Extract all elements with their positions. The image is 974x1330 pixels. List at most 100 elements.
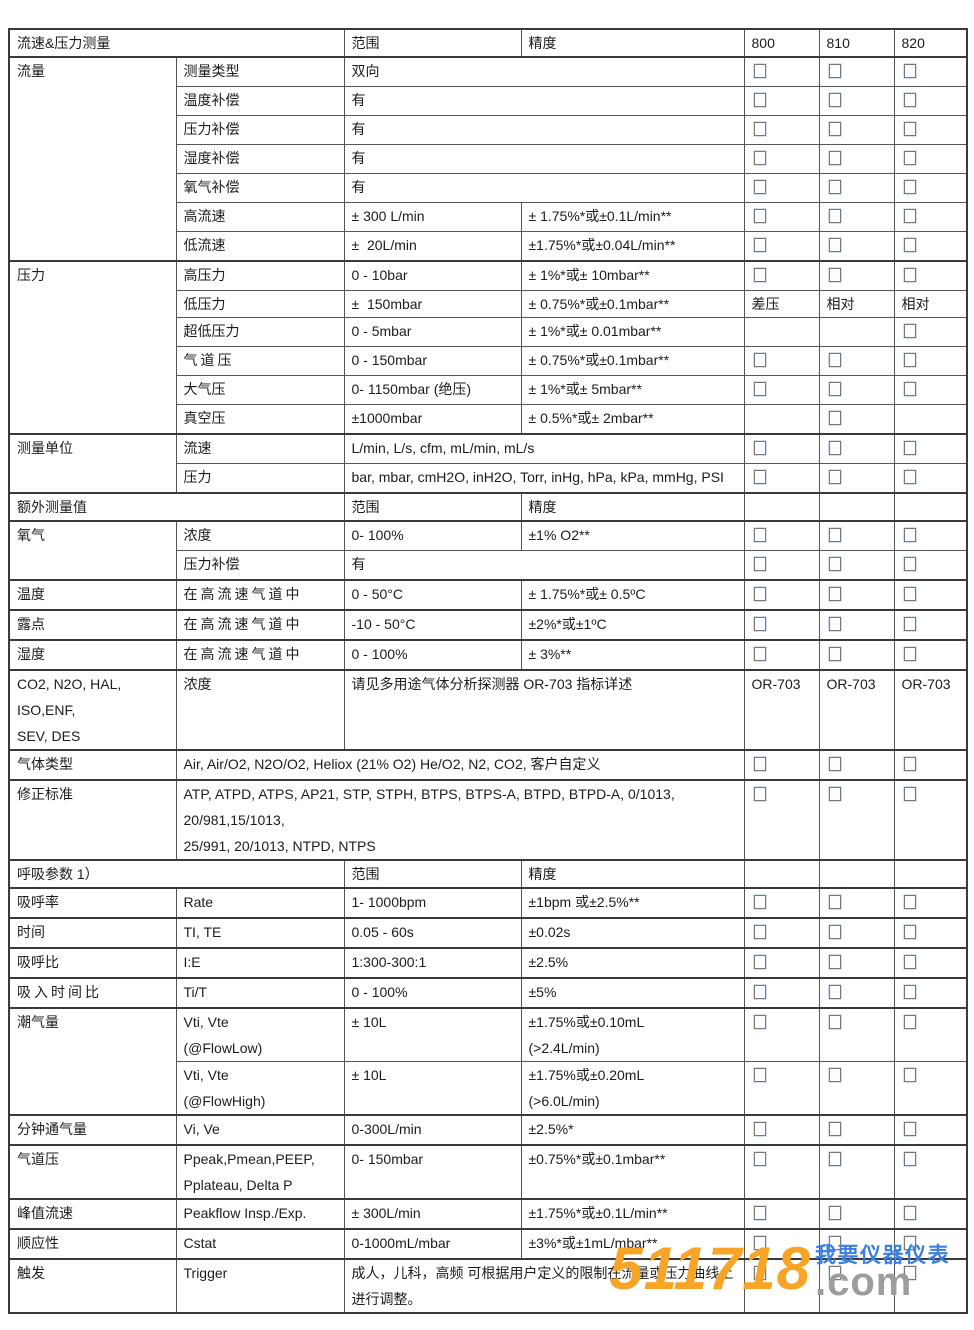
- spec-cell: OR-703: [743, 669, 820, 751]
- cell-text: 1:300-300:1: [351, 954, 427, 970]
- cell-text: 0 - 100%: [351, 984, 408, 1000]
- cell-text: 潮气量: [17, 1014, 59, 1030]
- cell-text: OR-703: [901, 676, 951, 692]
- model-checkbox-cell: [893, 115, 968, 145]
- checkbox-icon: [828, 557, 841, 571]
- checkbox-icon: [903, 787, 916, 801]
- table-row: 氧气补偿 有: [9, 173, 968, 203]
- spec-cell: 1- 1000bpm: [343, 887, 522, 919]
- model-checkbox-cell: [743, 173, 820, 203]
- cell-text: 压力: [183, 469, 212, 485]
- spec-cell: 0 - 100%: [343, 977, 522, 1009]
- cell-text: bar, mbar, cmH2O, inH2O, Torr, inHg, hPa…: [351, 469, 724, 485]
- cell-text: 有: [351, 556, 366, 572]
- spec-cell: 精度: [520, 28, 745, 58]
- model-checkbox-cell: [818, 375, 895, 405]
- cell-text: Vti, Vte (@FlowLow): [183, 1014, 263, 1056]
- model-checkbox-cell: [743, 115, 820, 145]
- model-checkbox-cell: [818, 1258, 895, 1314]
- table-row: 呼吸参数 1） 范围 精度: [8, 859, 968, 889]
- cell-text: 时间: [17, 924, 45, 940]
- spec-cell: 超低压力: [175, 317, 345, 347]
- spec-cell: ±1.75%*或±0.1L/min**: [520, 1198, 745, 1230]
- cell-text: ± 20L/min: [351, 237, 417, 253]
- cell-text: 真空压: [183, 410, 226, 426]
- model-checkbox-cell: [743, 579, 820, 611]
- model-checkbox-cell: [818, 1144, 895, 1200]
- cell-text: ±1.75%*或±0.1L/min**: [528, 1205, 668, 1221]
- spec-cell: 压力: [175, 463, 345, 494]
- spec-cell: 0.05 - 60s: [343, 917, 522, 949]
- cell-text: L/min, L/s, cfm, mL/min, mL/s: [351, 440, 535, 456]
- cell-text: 相对: [826, 296, 855, 312]
- spec-table: 流速&压力测量 范围 精度 800 810 820 流量 测量类型 双向 温度补偿有压力补偿有湿度…: [8, 28, 968, 1314]
- cell-text: 范围: [351, 866, 380, 882]
- checkbox-icon: [903, 441, 916, 455]
- spec-cell: ± 0.5%*或± 2mbar**: [520, 404, 745, 435]
- cell-text: Cstat: [183, 1235, 217, 1251]
- model-checkbox-cell: [743, 1258, 820, 1314]
- cell-text: 在高流速气道中: [183, 616, 303, 632]
- table-row: 温度 在高流速气道中 0 - 50°C ± 1.75%*或± 0.5ºC: [8, 579, 968, 611]
- table-row: 真空压 ±1000mbar ± 0.5%*或± 2mbar**: [9, 404, 968, 435]
- checkbox-icon: [903, 528, 916, 542]
- cell-text: 差压: [751, 296, 780, 312]
- cell-text: 修正标准: [17, 786, 73, 802]
- cell-text: 成人，儿科，高频 可根据用户定义的限制在流量或压力曲线上 进行调整。: [351, 1265, 734, 1307]
- cell-text: 露点: [17, 616, 45, 632]
- cell-text: CO2, N2O, HAL, ISO,ENF, SEV, DES: [17, 676, 122, 744]
- cell-text: 呼吸参数 1）: [17, 866, 99, 882]
- spec-cell: [818, 317, 895, 347]
- table-row: 压力补偿 有: [9, 550, 968, 581]
- cell-text: 压力补偿: [183, 556, 240, 572]
- cell-text: ± 1%*或± 5mbar**: [528, 381, 642, 397]
- spec-cell: L/min, L/s, cfm, mL/min, mL/s: [343, 433, 745, 464]
- checkbox-icon: [828, 93, 841, 107]
- spec-cell: 额外测量值: [8, 492, 345, 522]
- cell-text: 浓度: [183, 527, 212, 543]
- cell-text: 有: [351, 92, 366, 108]
- spec-cell: ± 1.75%*或± 0.5ºC: [520, 579, 745, 611]
- cell-text: ±0.02s: [528, 924, 571, 940]
- checkbox-icon: [753, 925, 766, 939]
- cell-text: 流速: [183, 440, 212, 456]
- checkbox-icon: [903, 557, 916, 571]
- checkbox-icon: [828, 64, 841, 78]
- table-row: 吸入时间比 Ti/T 0 - 100% ±5%: [8, 977, 968, 1009]
- checkbox-icon: [753, 441, 766, 455]
- checkbox-icon: [903, 353, 916, 367]
- logo-right-block: 我要仪器仪表 .com: [815, 1244, 950, 1302]
- checkbox-icon: [828, 955, 841, 969]
- spec-cell: 范围: [343, 28, 522, 58]
- checkbox-icon: [753, 955, 766, 969]
- cell-text: ± 0.5%*或± 2mbar**: [528, 410, 654, 426]
- spec-cell: 压力补偿: [175, 550, 345, 581]
- model-checkbox-cell: [893, 346, 968, 376]
- checkbox-icon: [903, 470, 916, 484]
- cell-text: OR-703: [826, 676, 876, 692]
- checkbox-icon: [753, 617, 766, 631]
- spec-cell: ±1.75%或±0.10mL (>2.4L/min): [520, 1007, 745, 1062]
- cell-text: 0 - 150mbar: [351, 352, 427, 368]
- spec-cell: 范围: [343, 492, 522, 522]
- cell-text: ±1.75%或±0.10mL (>2.4L/min): [528, 1014, 645, 1056]
- spec-cell: 在高流速气道中: [175, 579, 345, 611]
- cell-text: 额外测量值: [17, 499, 87, 515]
- model-checkbox-cell: [818, 639, 895, 671]
- spec-cell: 0- 100%: [343, 520, 522, 551]
- model-checkbox-cell: [893, 260, 968, 291]
- checkbox-icon: [753, 238, 766, 252]
- spec-cell: ± 10L: [343, 1007, 522, 1062]
- model-checkbox-cell: [893, 1061, 968, 1116]
- model-checkbox-cell: [818, 260, 895, 291]
- spec-cell: Cstat: [175, 1228, 345, 1260]
- model-checkbox-cell: [893, 977, 968, 1009]
- checkbox-icon: [903, 587, 916, 601]
- checkbox-icon: [828, 1068, 841, 1082]
- checkbox-icon: [753, 1236, 766, 1250]
- cell-text: 峰值流速: [17, 1205, 73, 1221]
- spec-cell: 0-1000mL/mbar: [343, 1228, 522, 1260]
- cell-text: ±2%*或±1ºC: [528, 616, 607, 632]
- spec-cell: 浓度: [175, 520, 345, 551]
- checkbox-icon: [753, 647, 766, 661]
